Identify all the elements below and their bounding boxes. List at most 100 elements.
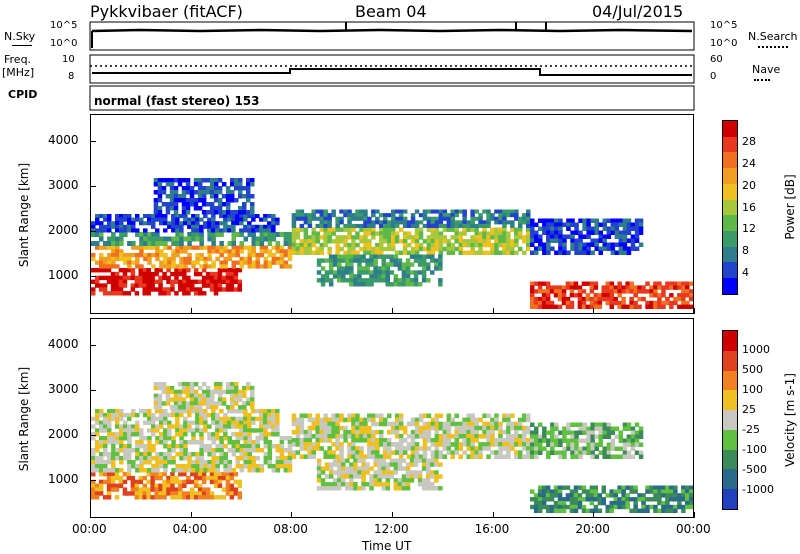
scatter-cell [383,220,388,225]
scatter-cell [162,291,167,296]
scatter-cell [586,226,591,231]
scatter-cell [130,287,136,292]
scatter-cell [391,246,396,252]
scatter-cell [91,495,96,500]
scatter-cell [171,424,176,429]
scatter-cell [287,436,293,441]
scatter-cell [150,472,155,477]
scatter-cell [530,430,535,435]
scatter-cell [373,478,378,483]
scatter-cell [413,458,419,463]
scatter-cell [233,472,239,477]
scatter-cell [357,282,362,287]
scatter-cell [626,434,632,439]
scatter-cell [303,442,309,447]
scatter-cell [211,440,216,445]
scatter-cell [498,429,503,435]
scatter-cell [361,458,366,463]
scatter-cell [255,444,260,449]
scatter-cell [239,260,244,265]
scatter-cell [259,236,265,242]
scatter-cell [618,446,624,451]
scatter-cell [279,464,285,469]
scatter-cell [462,242,467,248]
scatter-cell [211,460,216,465]
scatter-cell [502,209,507,214]
scatter-cell [195,464,200,469]
scatter-cell [410,438,416,443]
scatter-cell [391,231,396,236]
scatter-cell [369,478,374,483]
colorbar-swatch [723,410,737,430]
scatter-cell [582,218,587,223]
scatter-cell [142,283,147,288]
scatter-cell [341,466,346,471]
scatter-cell [558,230,563,235]
scatter-cell [409,270,415,275]
scatter-cell [349,254,354,259]
scatter-cell [581,489,587,494]
scatter-cell [550,430,555,435]
scatter-cell [402,220,408,225]
scatter-cell [375,231,380,236]
scatter-cell [347,442,352,447]
scatter-cell [107,256,112,262]
scatter-cell [533,296,539,302]
scatter-cell [110,283,116,288]
scatter-cell [413,274,419,279]
scatter-cell [291,442,297,447]
scatter-cell [135,260,140,265]
scatter-cell [311,239,316,244]
scatter-cell [434,442,440,447]
scatter-cell [201,401,207,406]
scatter-cell [410,446,416,451]
scatter-cell [142,275,147,281]
scatter-cell [175,241,180,246]
scatter-cell [601,497,606,502]
scatter-cell [669,497,674,502]
scatter-cell [143,214,148,219]
scatter-cell [225,479,231,485]
scatter-cell [199,440,204,445]
scatter-cell [205,202,211,207]
scatter-cell [225,190,231,195]
scatter-cell [405,258,411,263]
scatter-cell [223,464,228,469]
scatter-cell [233,479,239,485]
scatter-cell [530,230,535,235]
scatter-cell [151,232,156,237]
scatter-cell [618,222,624,227]
scatter-cell [526,429,531,435]
scatter-cell [213,182,219,187]
scatter-cell [173,198,179,203]
scatter-cell [405,478,411,483]
scatter-cell [328,470,334,475]
scatter-cell [123,428,128,433]
scatter-cell [190,491,195,496]
scatter-cell [689,493,693,498]
scatter-cell [127,416,132,422]
scatter-cell [649,485,654,490]
scatter-cell [389,270,395,275]
scatter-cell [320,282,326,287]
scatter-cell [377,478,382,483]
scatter-cell [239,214,244,219]
scatter-cell [418,213,424,218]
scatter-cell [147,452,152,457]
scatter-cell [174,279,179,284]
scatter-cell [323,454,328,459]
scatter-cell [190,279,195,284]
scatter-cell [267,253,273,258]
scatter-cell [498,235,503,240]
scatter-cell [614,226,620,231]
scatter-cell [157,401,163,406]
scatter-cell [538,226,543,231]
scatter-cell [594,230,599,235]
scatter-cell [458,421,463,427]
scatter-cell [645,497,650,502]
scatter-cell [123,444,128,449]
scatter-cell [171,224,176,229]
scatter-cell [414,425,420,431]
scatter-cell [181,186,187,191]
scatter-cell [347,446,352,451]
